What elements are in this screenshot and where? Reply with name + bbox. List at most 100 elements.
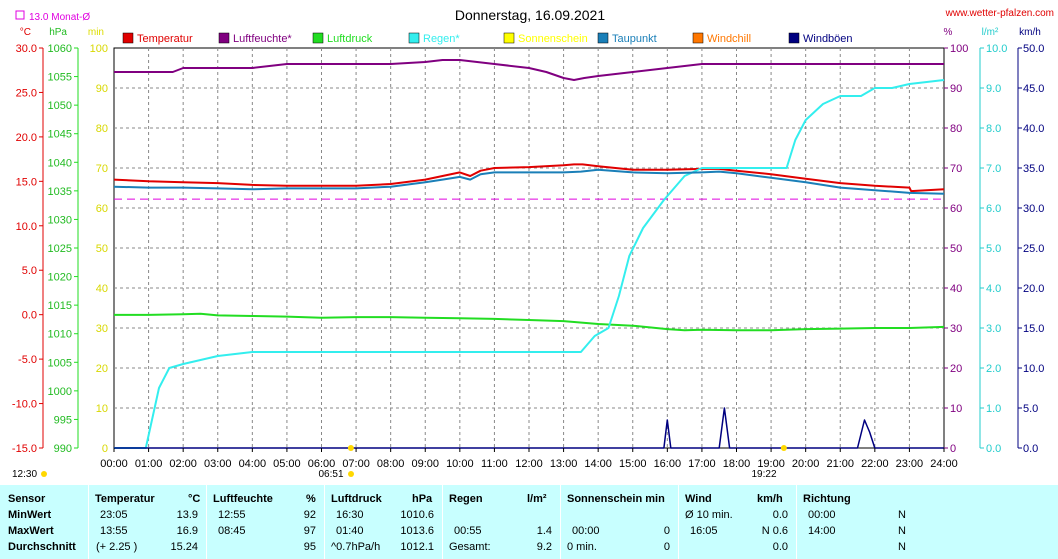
sun-max-time: 00:00 [572,525,600,537]
hum-max-value: 97 [303,525,316,537]
x-tick-label: 13:00 [550,458,578,470]
wind-min-time: Ø 10 min. [685,509,733,521]
temp-min-value: 13.9 [176,509,198,521]
legend-swatch-0 [122,32,134,44]
series-line-2 [114,312,945,332]
pct-tick-label: 30 [950,323,962,335]
press-header: Luftdruck [331,493,382,505]
legend-label-6: Windchill [707,33,751,45]
min-tick-label: 90 [96,83,108,95]
wind-max-value: N 0.6 [761,525,788,537]
wind-tick-label: 25.0 [1023,243,1044,255]
wind-tick-label: 30.0 [1023,203,1044,215]
rain-tick-label: 10.0 [986,43,1007,55]
temp-min-time: 23:05 [100,509,128,521]
rain-total-value: 9.2 [536,541,552,553]
rain-tick-label: 0.0 [986,443,1001,455]
x-tick-label: 06:00 [308,458,336,470]
sunrise-marker [347,445,354,451]
wind-tick-label: 0.0 [1023,443,1038,455]
legend-label-2: Luftdruck [327,33,373,45]
wind-max-time: 16:05 [690,525,718,537]
x-tick-label: 18:00 [723,458,751,470]
series-line-4 [113,168,945,195]
legend-label-4: Sonnenschein [518,33,588,45]
dir-max-value: N [898,525,906,537]
sunset-marker [780,445,787,451]
min-tick-label: 0 [102,443,108,455]
sun-total-value: 0 [663,541,670,553]
left-time-label: 12:30 [12,469,37,480]
wind-header: Wind [685,493,712,505]
legend-swatch-6 [692,32,704,44]
rain-tick-label: 2.0 [986,363,1001,375]
legend-swatch-4 [503,32,515,44]
series-layer [113,59,945,449]
rain-total-label: Gesamt: [449,541,491,553]
rain-tick-label: 4.0 [986,283,1001,295]
chart-title: Donnerstag, 16.09.2021 [455,7,605,23]
x-tick-label: 11:00 [481,458,508,470]
left-sun-icon [41,471,47,477]
series-line-0 [113,163,945,193]
stats-table: Sensor Temperatur °C Luftfeuchte % Luftd… [0,485,1058,559]
row-label-min: MinWert [8,509,52,521]
rain-tick-label: 6.0 [986,203,1001,215]
pct-tick-label: 80 [950,123,962,135]
legend-swatch-3 [408,32,420,44]
column-divider [678,485,679,559]
row-label-avg: Durchschnitt [8,541,76,553]
temp-tick-label: -10.0 [12,399,37,411]
weather-chart: Donnerstag, 16.09.2021 www.wetter-pfalze… [11,7,1054,480]
dir-header: Richtung [803,493,851,505]
hum-header: Luftfeuchte [213,493,273,505]
press-tick-label: 1025 [48,243,72,255]
temp-tick-label: -15.0 [12,443,37,455]
wind-tick-label: 5.0 [1023,403,1038,415]
column-divider [442,485,443,559]
dir-min-value: N [898,509,906,521]
pct-tick-label: 60 [950,203,962,215]
press-tick-label: 1000 [48,386,72,398]
press-tick-label: 990 [54,443,72,455]
legend-label-1: Luftfeuchte* [233,33,292,45]
press-trend: ^0.7hPa/h [331,541,381,553]
sensor-header: Sensor [8,493,46,505]
wind-tick-label: 45.0 [1023,83,1044,95]
x-tick-label: 08:00 [377,458,405,470]
x-tick-label: 10:00 [446,458,474,470]
press-min-value: 1010.6 [400,509,434,521]
rain-max-time: 00:55 [454,525,482,537]
dir-max-time: 14:00 [808,525,836,537]
wind-unit: km/h [1019,27,1041,38]
press-min-time: 16:30 [336,509,364,521]
x-tick-label: 23:00 [896,458,924,470]
pct-tick-label: 40 [950,283,962,295]
hum-avg-value: 95 [303,541,316,553]
temp-max-value: 16.9 [176,525,198,537]
x-tick-label: 09:00 [411,458,439,470]
wind-tick-label: 15.0 [1023,323,1044,335]
rain-header: Regen [449,493,483,505]
x-tick-label: 16:00 [654,458,682,470]
temp-tick-label: 15.0 [16,176,37,188]
legend-swatch-7 [788,32,800,44]
x-tick-label: 01:00 [135,458,163,470]
temp-tick-label: 25.0 [16,87,37,99]
x-tick-label: 05:00 [273,458,301,470]
rain-tick-label: 1.0 [986,403,1001,415]
column-divider [206,485,207,559]
min-tick-label: 60 [96,203,108,215]
press-unit-header: hPa [412,493,433,505]
x-tick-label: 12:00 [515,458,543,470]
column-divider [324,485,325,559]
sunrise-label: 06:51 [318,469,343,480]
temp-max-time: 13:55 [100,525,128,537]
wind-tick-label: 20.0 [1023,283,1044,295]
press-avg-value: 1012.1 [400,541,434,553]
legend-label-3: Regen* [423,33,460,45]
hum-min-time: 12:55 [218,509,246,521]
x-axis-labels: 00:00 01:00 02:00 03:00 04:00 05:00 06:00 07:00… [100,445,958,470]
pct-tick-label: 90 [950,83,962,95]
wind-tick-label: 50.0 [1023,43,1044,55]
